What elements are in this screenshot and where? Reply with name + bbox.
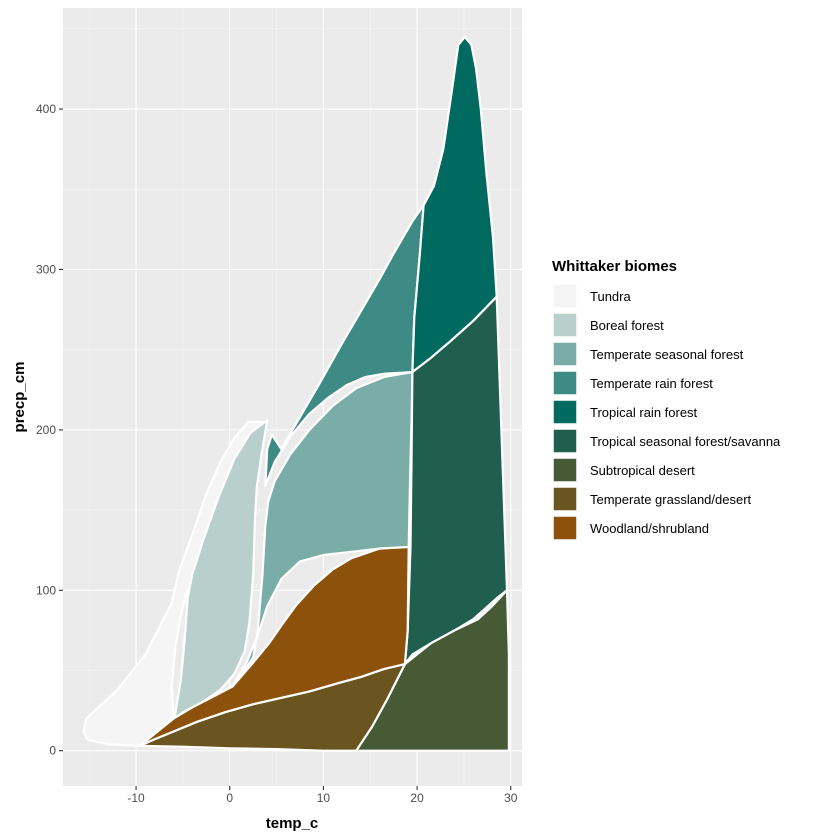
biome-area-woodland-shrubland <box>138 545 410 748</box>
x-tick-label: 30 <box>504 791 518 805</box>
legend-label: Temperate seasonal forest <box>590 347 744 362</box>
x-tick-label: -10 <box>127 791 145 805</box>
legend-swatch <box>552 399 578 425</box>
legend-label: Tropical seasonal forest/savanna <box>590 434 781 449</box>
x-axis-title: temp_c <box>266 815 319 832</box>
x-axis-ticks: -10 0 10 20 30 <box>127 786 518 805</box>
legend-label: Tropical rain forest <box>590 405 698 420</box>
y-tick-label: 100 <box>36 583 56 597</box>
y-tick-label: 400 <box>36 102 56 116</box>
legend-label: Woodland/shrubland <box>590 521 709 536</box>
legend-swatch <box>552 428 578 454</box>
y-tick-label: 0 <box>49 744 56 758</box>
biome-area-boreal-forest <box>173 419 269 720</box>
biome-areas <box>82 35 510 752</box>
legend: Whittaker biomes Tundra Boreal forest Temp… <box>552 258 781 541</box>
x-tick-label: 10 <box>317 791 331 805</box>
legend-swatch <box>552 370 578 396</box>
y-tick-label: 200 <box>36 423 56 437</box>
x-tick-label: 0 <box>226 791 233 805</box>
legend-swatch <box>552 486 578 512</box>
legend-swatch <box>552 515 578 541</box>
x-tick-label: 20 <box>410 791 424 805</box>
legend-label: Temperate rain forest <box>590 376 713 391</box>
legend-swatch <box>552 312 578 338</box>
legend-swatch <box>552 457 578 483</box>
legend-label: Boreal forest <box>590 318 664 333</box>
legend-title: Whittaker biomes <box>552 258 677 275</box>
legend-label: Tundra <box>590 289 631 304</box>
legend-swatch <box>552 283 578 309</box>
legend-label: Subtropical desert <box>590 463 695 478</box>
y-tick-label: 300 <box>36 262 56 276</box>
minor-gridlines <box>63 8 522 786</box>
y-axis-ticks: 0 100 200 300 400 <box>36 102 63 758</box>
legend-swatch <box>552 341 578 367</box>
y-axis-title: precp_cm <box>11 362 28 433</box>
legend-label: Temperate grassland/desert <box>590 492 752 507</box>
